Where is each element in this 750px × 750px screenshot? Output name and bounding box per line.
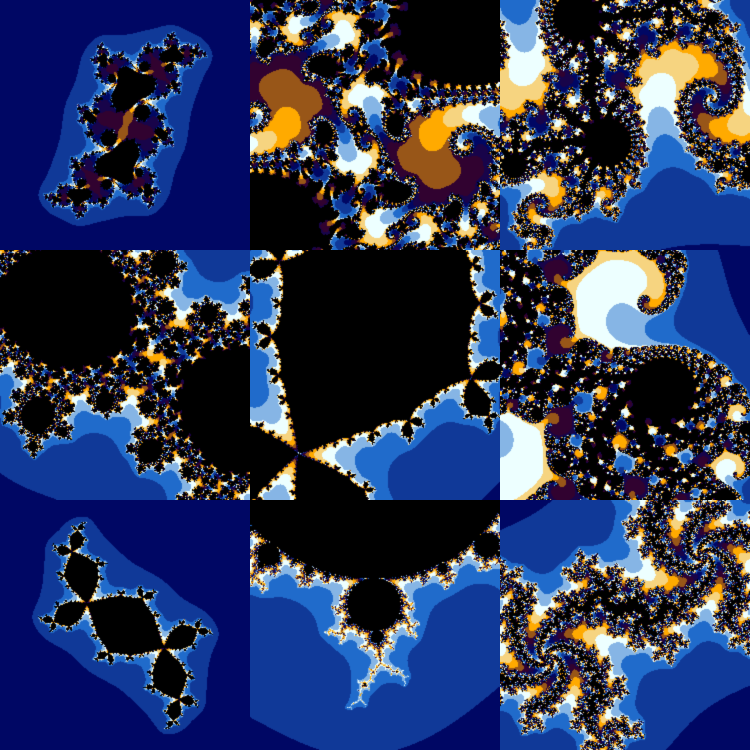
fractal-tile bbox=[0, 500, 250, 750]
fractal-image bbox=[500, 500, 750, 750]
fractal-image bbox=[500, 250, 750, 500]
fractal-tile bbox=[0, 0, 250, 250]
fractal-tile bbox=[500, 0, 750, 250]
fractal-image bbox=[250, 0, 500, 250]
fractal-tile bbox=[0, 250, 250, 500]
fractal-tile bbox=[500, 500, 750, 750]
fractal-image bbox=[250, 250, 500, 500]
fractal-image bbox=[500, 0, 750, 250]
fractal-image bbox=[0, 500, 250, 750]
fractal-image bbox=[0, 0, 250, 250]
fractal-image bbox=[250, 500, 500, 750]
fractal-tile bbox=[250, 250, 500, 500]
fractal-tile bbox=[250, 0, 500, 250]
fractal-image bbox=[0, 250, 250, 500]
fractal-tile bbox=[250, 500, 500, 750]
fractal-tile bbox=[500, 250, 750, 500]
